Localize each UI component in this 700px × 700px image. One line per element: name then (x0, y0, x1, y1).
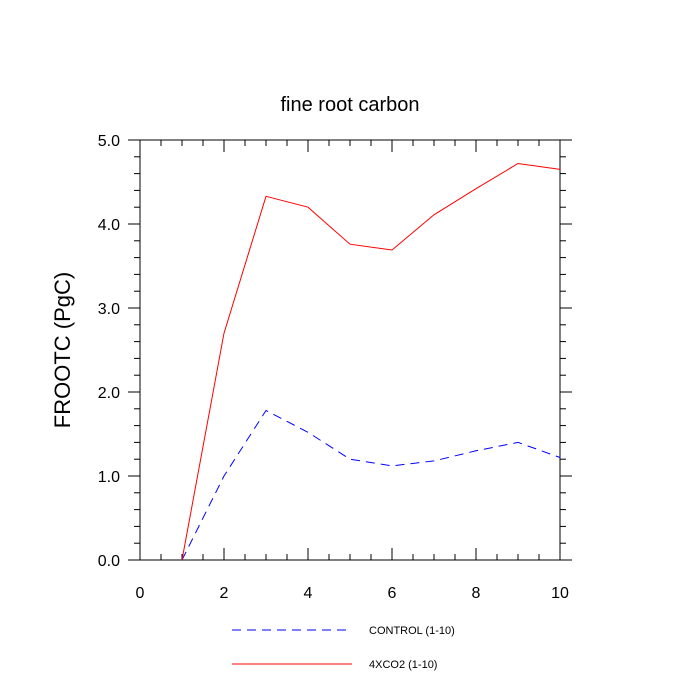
x-tick-label: 2 (220, 585, 229, 602)
legend: CONTROL (1-10) 4XCO2 (1-10) (232, 625, 455, 671)
plot-frame (139, 139, 561, 561)
y-tick-label: 2.0 (98, 385, 120, 402)
y-tick-label: 3.0 (98, 301, 120, 318)
x-tick-label: 8 (472, 585, 481, 602)
ticks-layer: 0 2 4 6 8 10 0.0 1.0 2.0 3.0 4.0 5.0 (98, 133, 572, 602)
y-tick-label: 4.0 (98, 217, 120, 234)
x-tick-label: 4 (304, 585, 313, 602)
series-line-1 (181, 409, 561, 561)
x-tick-label: 10 (551, 585, 569, 602)
legend-label-1: CONTROL (1-10) (369, 625, 455, 637)
y-tick-label: 5.0 (98, 133, 120, 150)
series-line-2 (181, 162, 561, 561)
series-layer (181, 162, 561, 561)
y-tick-label: 0.0 (98, 553, 120, 570)
x-tick-label: 6 (388, 585, 397, 602)
y-axis-label: FROOTC (PgC) (50, 272, 75, 428)
x-tick-label: 0 (136, 585, 145, 602)
y-tick-label: 1.0 (98, 469, 120, 486)
legend-label-2: 4XCO2 (1-10) (369, 659, 437, 671)
chart-title: fine root carbon (281, 94, 420, 116)
